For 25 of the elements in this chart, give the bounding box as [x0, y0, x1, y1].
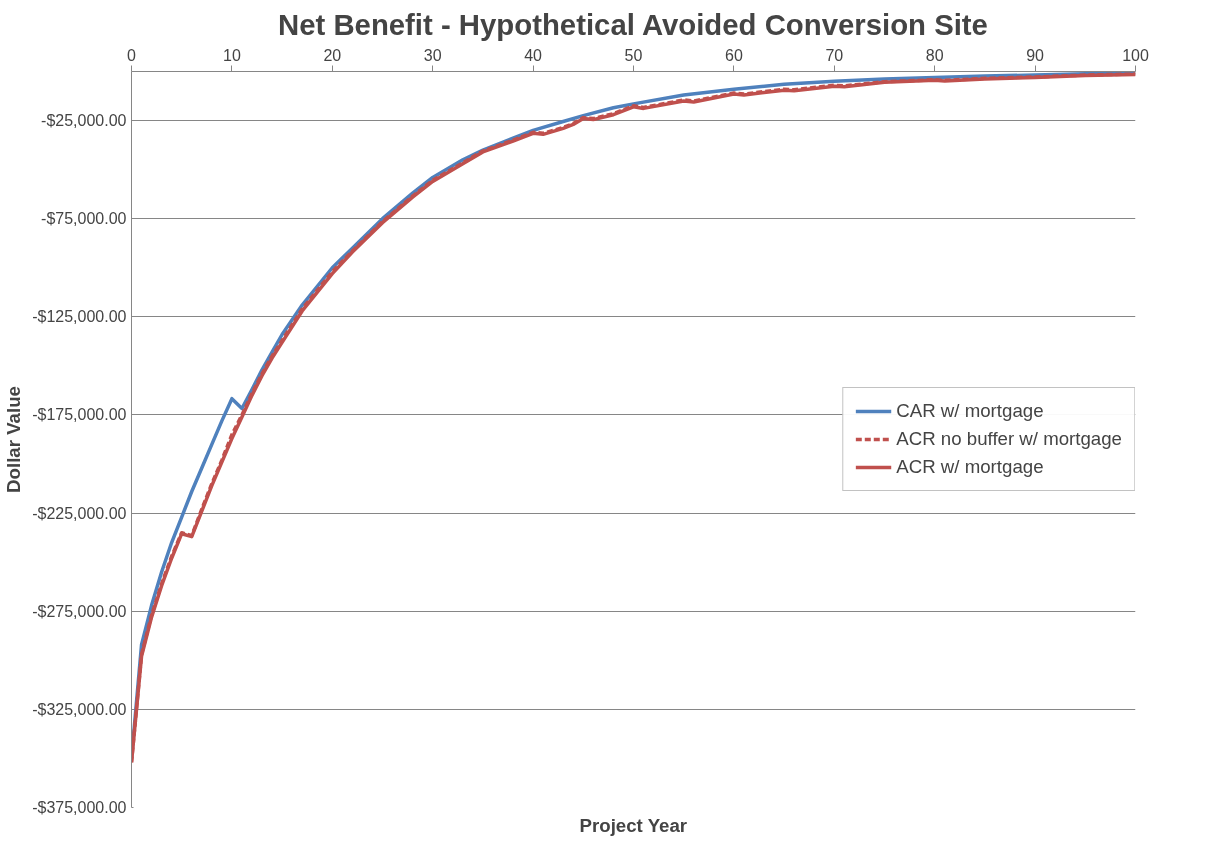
y-tick-label: -$275,000.00	[32, 602, 127, 620]
y-tick-label: -$25,000.00	[41, 112, 127, 130]
x-tick-label: 40	[524, 46, 543, 64]
chart-title: Net Benefit - Hypothetical Avoided Conversion Site	[277, 7, 988, 41]
x-tick-label: 80	[925, 46, 944, 64]
legend-label: CAR w/ mortgage	[896, 400, 1044, 422]
x-tick-label: 0	[127, 46, 137, 64]
y-tick-label: -$175,000.00	[32, 406, 127, 424]
x-tick-label: 90	[1026, 46, 1045, 64]
y-tick-label: -$375,000.00	[32, 799, 127, 816]
legend-label: ACR no buffer w/ mortgage	[896, 428, 1122, 450]
x-tick-label: 50	[624, 46, 643, 64]
y-axis-title: Dollar Value	[3, 386, 25, 493]
x-tick-label: 30	[423, 46, 442, 64]
y-tick-label: -$225,000.00	[32, 504, 127, 522]
x-tick-label: 10	[223, 46, 241, 64]
y-tick-label: -$125,000.00	[32, 308, 127, 326]
y-tick-label: -$75,000.00	[41, 210, 127, 228]
x-tick-label: 20	[323, 46, 342, 64]
x-tick-label: 100	[1122, 46, 1149, 64]
x-axis-title: Project Year	[579, 814, 688, 836]
x-tick-label: 70	[825, 46, 844, 64]
x-tick-label: 60	[725, 46, 743, 64]
legend-label: ACR w/ mortgage	[896, 456, 1044, 478]
y-tick-label: -$325,000.00	[32, 700, 127, 718]
